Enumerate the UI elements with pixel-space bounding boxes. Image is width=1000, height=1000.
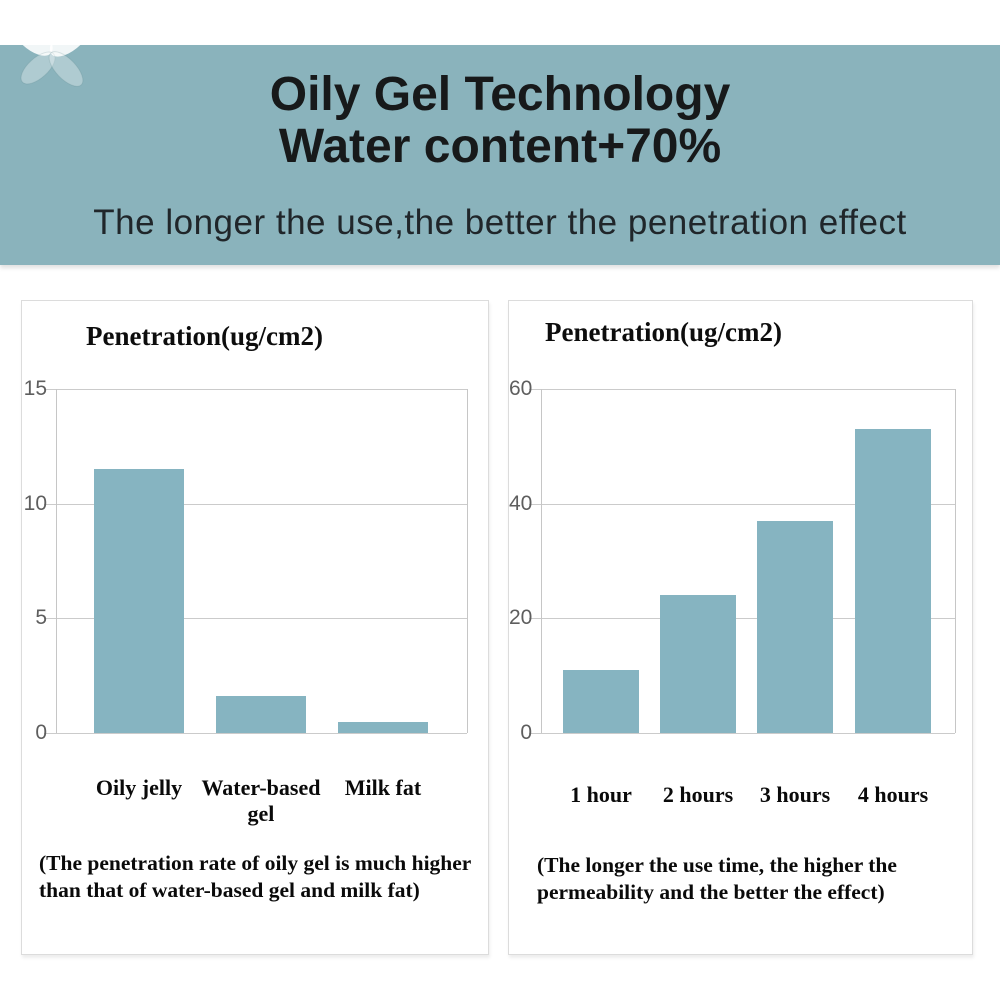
category-label: Oily jelly — [95, 775, 183, 800]
y-tick-label: 20 — [509, 606, 533, 630]
bar-oily-jelly — [94, 469, 184, 733]
gridline-y-40 — [529, 503, 955, 505]
bar-1-hour — [563, 669, 639, 733]
banner-subtitle: The longer the use,the better the penetr… — [93, 203, 907, 242]
y-tick-label: 10 — [23, 491, 47, 515]
flower-watermark — [0, 0, 140, 170]
y-tick-label: 15 — [23, 377, 47, 400]
left-chart-caption: (The penetration rate of oily gel is muc… — [39, 851, 471, 903]
bar-4-hours — [855, 429, 931, 733]
y-tick-label: 0 — [35, 721, 47, 744]
banner-title-line1: Oily Gel Technology — [269, 68, 731, 121]
gridline-y-0 — [529, 733, 955, 734]
category-label: Milk fat — [344, 775, 422, 800]
y-axis-line — [56, 389, 57, 733]
gridline-y-10 — [44, 503, 467, 505]
gridline-y-20 — [529, 618, 955, 620]
right-chart-plot-area: 0 20 40 60 1 hour 2 hours 3 hours 4 hours — [509, 301, 972, 954]
bar-3-hours — [757, 520, 833, 733]
bar-milk-fat — [338, 721, 428, 733]
gridline-y-60 — [529, 389, 955, 390]
category-label: 2 hours — [662, 782, 734, 807]
right-chart-caption: (The longer the use time, the higher the… — [537, 853, 897, 905]
bar-water-based-gel — [216, 696, 306, 733]
plot-right-border — [955, 389, 956, 733]
y-tick-label: 60 — [509, 377, 533, 400]
y-axis-line — [541, 389, 542, 733]
y-tick-label: 5 — [35, 606, 47, 630]
bar-2-hours — [660, 595, 736, 733]
category-label: 1 hour — [570, 782, 632, 807]
left-chart-plot-area: 0 5 10 15 Oily jelly Water-based gel Milk fat — [22, 301, 488, 954]
right-chart-title: Penetration(ug/cm2) — [545, 317, 782, 347]
gridline-y-5 — [44, 618, 467, 620]
gridline-y-0 — [44, 733, 467, 734]
flower-petals-icon — [9, 13, 95, 87]
hero-banner: Oily Gel Technology Water content+70% Th… — [0, 45, 1000, 265]
plot-right-border — [467, 389, 468, 733]
right-chart-panel: Penetration(ug/cm2) 0 20 40 60 1 hour 2 hours… — [508, 300, 973, 955]
y-tick-label: 0 — [520, 721, 532, 744]
gridline-y-15 — [44, 389, 467, 390]
left-chart-panel: Penetration(ug/cm2) 0 5 10 15 Oily jelly Wate… — [21, 300, 489, 955]
category-label: 3 hours — [759, 782, 831, 807]
banner-title: Oily Gel Technology Water content+70% — [0, 45, 1000, 173]
left-chart-title: Penetration(ug/cm2) — [86, 321, 323, 351]
banner-title-line2: Water content+70% — [278, 120, 722, 173]
category-label: Water-based gel — [201, 775, 321, 826]
category-label: 4 hours — [857, 782, 929, 807]
y-tick-label: 40 — [509, 491, 533, 515]
